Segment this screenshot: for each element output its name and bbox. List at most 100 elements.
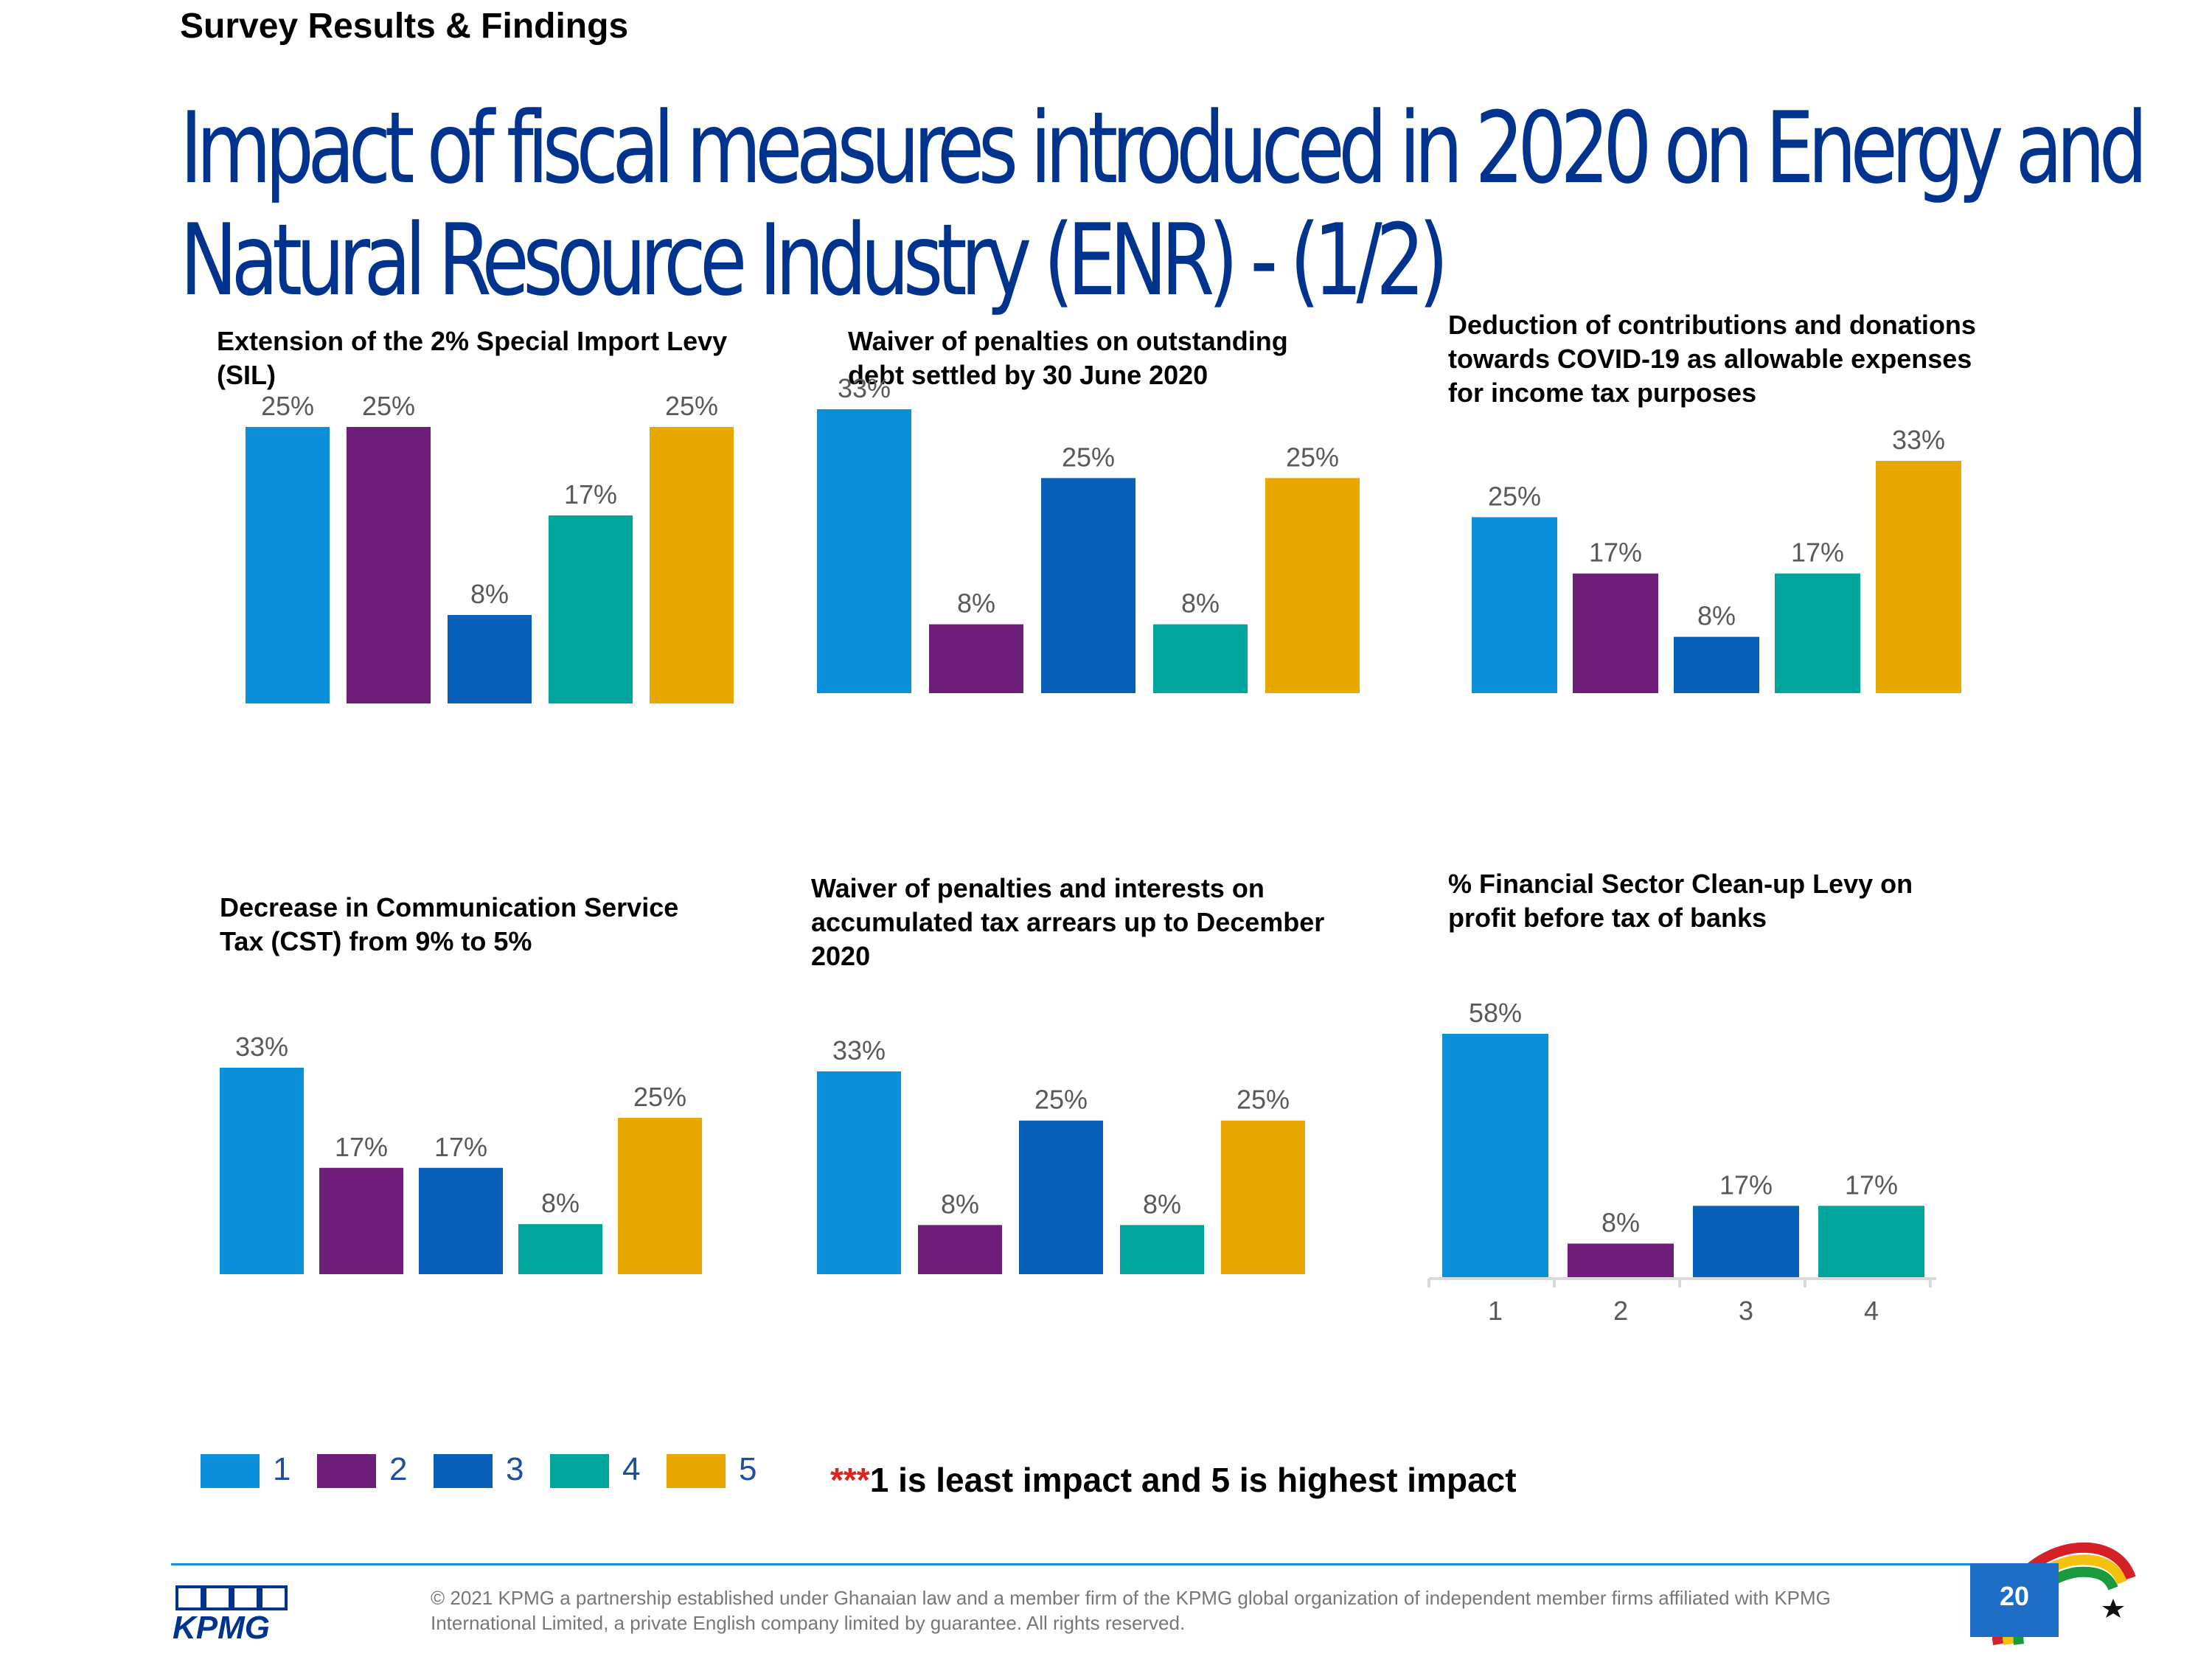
chart-2-title-line-2: debt settled by 30 June 2020 xyxy=(848,360,1208,390)
chart-5-bar-5 xyxy=(1221,1120,1305,1274)
chart-1: 25% 25% 8% 17% 25% xyxy=(246,391,734,703)
legend-label-5: 5 xyxy=(739,1451,757,1487)
page-title-line-2: Natural Resource Industry (ENR) - (1/2) xyxy=(180,203,1449,318)
page-number: 20 xyxy=(1999,1581,2030,1611)
chart-2-value-label-5: 25% xyxy=(1286,442,1339,472)
chart-4-bar-1 xyxy=(220,1068,304,1274)
chart-4-value-label-1: 33% xyxy=(235,1032,288,1062)
chart-1-bar-1 xyxy=(246,427,330,703)
chart-4-bar-3 xyxy=(419,1167,503,1274)
chart-6-tick-label-2: 2 xyxy=(1613,1296,1628,1326)
chart-5-value-label-3: 25% xyxy=(1034,1085,1088,1115)
kpmg-logo-text: KPMG xyxy=(173,1610,270,1643)
scale-note-stars: *** xyxy=(830,1461,870,1499)
chart-6-bar-4 xyxy=(1818,1206,1924,1277)
legend-label-2: 2 xyxy=(389,1451,408,1487)
chart-4: 33% 17% 17% 8% 25% xyxy=(220,1032,702,1274)
chart-1-title: Extension of the 2% Special Import Levy … xyxy=(217,324,727,392)
chart-5-value-label-4: 8% xyxy=(1143,1189,1181,1219)
chart-3-value-label-5: 33% xyxy=(1892,425,1945,455)
chart-1-bar-5 xyxy=(650,427,734,703)
chart-6-value-label-3: 17% xyxy=(1719,1169,1773,1200)
chart-3-title: Deduction of contributions and donations… xyxy=(1448,308,1976,410)
chart-6-bar-2 xyxy=(1568,1243,1674,1277)
chart-6-tick-label-3: 3 xyxy=(1739,1296,1753,1326)
chart-3-value-label-2: 17% xyxy=(1589,538,1642,568)
chart-2-bar-2 xyxy=(929,624,1023,693)
chart-3-title-line-2: towards COVID-19 as allowable expenses xyxy=(1448,344,1972,374)
chart-2-value-label-3: 25% xyxy=(1062,442,1115,472)
chart-4-bar-4 xyxy=(518,1224,602,1274)
chart-5-bar-2 xyxy=(918,1225,1002,1274)
chart-4-value-label-4: 8% xyxy=(541,1188,580,1218)
chart-3-bar-4 xyxy=(1775,573,1860,693)
chart-6-bar-3 xyxy=(1693,1206,1799,1277)
page-number-box xyxy=(1970,1563,2059,1637)
legend-swatch-4 xyxy=(550,1454,609,1488)
legend-swatch-1 xyxy=(201,1454,260,1488)
chart-4-value-label-3: 17% xyxy=(434,1132,487,1162)
chart-6-title: % Financial Sector Clean-up Levy on prof… xyxy=(1448,867,1913,935)
chart-5-title-line-2: accumulated tax arrears up to December xyxy=(811,907,1325,937)
legend-label-1: 1 xyxy=(273,1451,291,1487)
chart-1-bar-2 xyxy=(347,427,431,703)
chart-2-value-label-1: 33% xyxy=(838,373,891,403)
chart-5-title-line-3: 2020 xyxy=(811,941,871,971)
chart-2-title-line-1: Waiver of penalties on outstanding xyxy=(848,326,1288,356)
chart-5-value-label-5: 25% xyxy=(1237,1085,1290,1115)
chart-2-bar-1 xyxy=(817,409,911,693)
chart-1-bar-3 xyxy=(448,615,532,703)
chart-4-bar-2 xyxy=(319,1167,403,1274)
legend-swatch-2 xyxy=(317,1454,376,1488)
chart-2: 33% 8% 25% 8% 25% xyxy=(817,373,1360,693)
chart-2-bar-3 xyxy=(1041,478,1135,693)
chart-4-value-label-2: 17% xyxy=(335,1132,388,1162)
chart-1-value-label-5: 25% xyxy=(665,391,718,421)
chart-3-value-label-4: 17% xyxy=(1791,538,1844,568)
chart-2-bar-4 xyxy=(1153,624,1248,693)
chart-4-value-label-5: 25% xyxy=(633,1082,686,1112)
chart-3-bar-1 xyxy=(1472,517,1557,693)
chart-2-title: Waiver of penalties on outstanding debt … xyxy=(848,324,1288,392)
chart-4-title-line-1: Decrease in Communication Service xyxy=(220,892,679,922)
legend-swatch-3 xyxy=(434,1454,493,1488)
legend-label-3: 3 xyxy=(506,1451,524,1487)
chart-5-bar-3 xyxy=(1019,1120,1103,1274)
chart-6-bar-1 xyxy=(1442,1034,1548,1277)
copyright-line-1: © 2021 KPMG a partnership established un… xyxy=(431,1587,1831,1609)
chart-3-bar-5 xyxy=(1876,461,1961,693)
copyright-line-2: International Limited, a private English… xyxy=(431,1612,1186,1634)
chart-1-value-label-3: 8% xyxy=(470,579,509,609)
chart-5: 33% 8% 25% 8% 25% xyxy=(817,1035,1305,1274)
chart-5-value-label-1: 33% xyxy=(832,1035,886,1066)
scale-note: ***1 is least impact and 5 is highest im… xyxy=(830,1460,1517,1500)
chart-5-bar-1 xyxy=(817,1071,901,1274)
footer-divider xyxy=(171,1563,1970,1565)
section-heading: Survey Results & Findings xyxy=(180,7,629,46)
scale-note-text: 1 is least impact and 5 is highest impac… xyxy=(869,1461,1517,1499)
chart-4-bar-5 xyxy=(618,1117,702,1274)
chart-1-value-label-1: 25% xyxy=(261,391,314,421)
chart-2-value-label-4: 8% xyxy=(1181,588,1220,619)
chart-6-title-line-1: % Financial Sector Clean-up Levy on xyxy=(1448,869,1913,899)
chart-4-title-line-2: Tax (CST) from 9% to 5% xyxy=(220,926,532,956)
chart-6-value-label-1: 58% xyxy=(1469,998,1522,1028)
chart-3-value-label-1: 25% xyxy=(1488,481,1541,511)
chart-6-tick-label-1: 1 xyxy=(1488,1296,1503,1326)
legend-label-4: 4 xyxy=(622,1451,641,1487)
chart-3-title-line-1: Deduction of contributions and donations xyxy=(1448,310,1976,340)
chart-1-title-line-1: Extension of the 2% Special Import Levy xyxy=(217,326,728,356)
legend-swatch-5 xyxy=(667,1454,726,1488)
chart-6-tick-label-4: 4 xyxy=(1864,1296,1879,1326)
chart-1-value-label-2: 25% xyxy=(362,391,415,421)
chart-5-title-line-1: Waiver of penalties and interests on xyxy=(811,873,1265,903)
chart-2-bar-5 xyxy=(1265,478,1360,693)
chart-1-value-label-4: 17% xyxy=(564,479,617,510)
chart-2-value-label-2: 8% xyxy=(957,588,995,619)
chart-6-title-line-2: profit before tax of banks xyxy=(1448,903,1767,933)
chart-5-title: Waiver of penalties and interests on acc… xyxy=(811,872,1324,973)
chart-6-value-label-4: 17% xyxy=(1845,1169,1898,1200)
chart-5-value-label-2: 8% xyxy=(941,1189,979,1219)
chart-6: 58% 8% 17% 17% 1 2 3 4 xyxy=(1427,998,1936,1326)
